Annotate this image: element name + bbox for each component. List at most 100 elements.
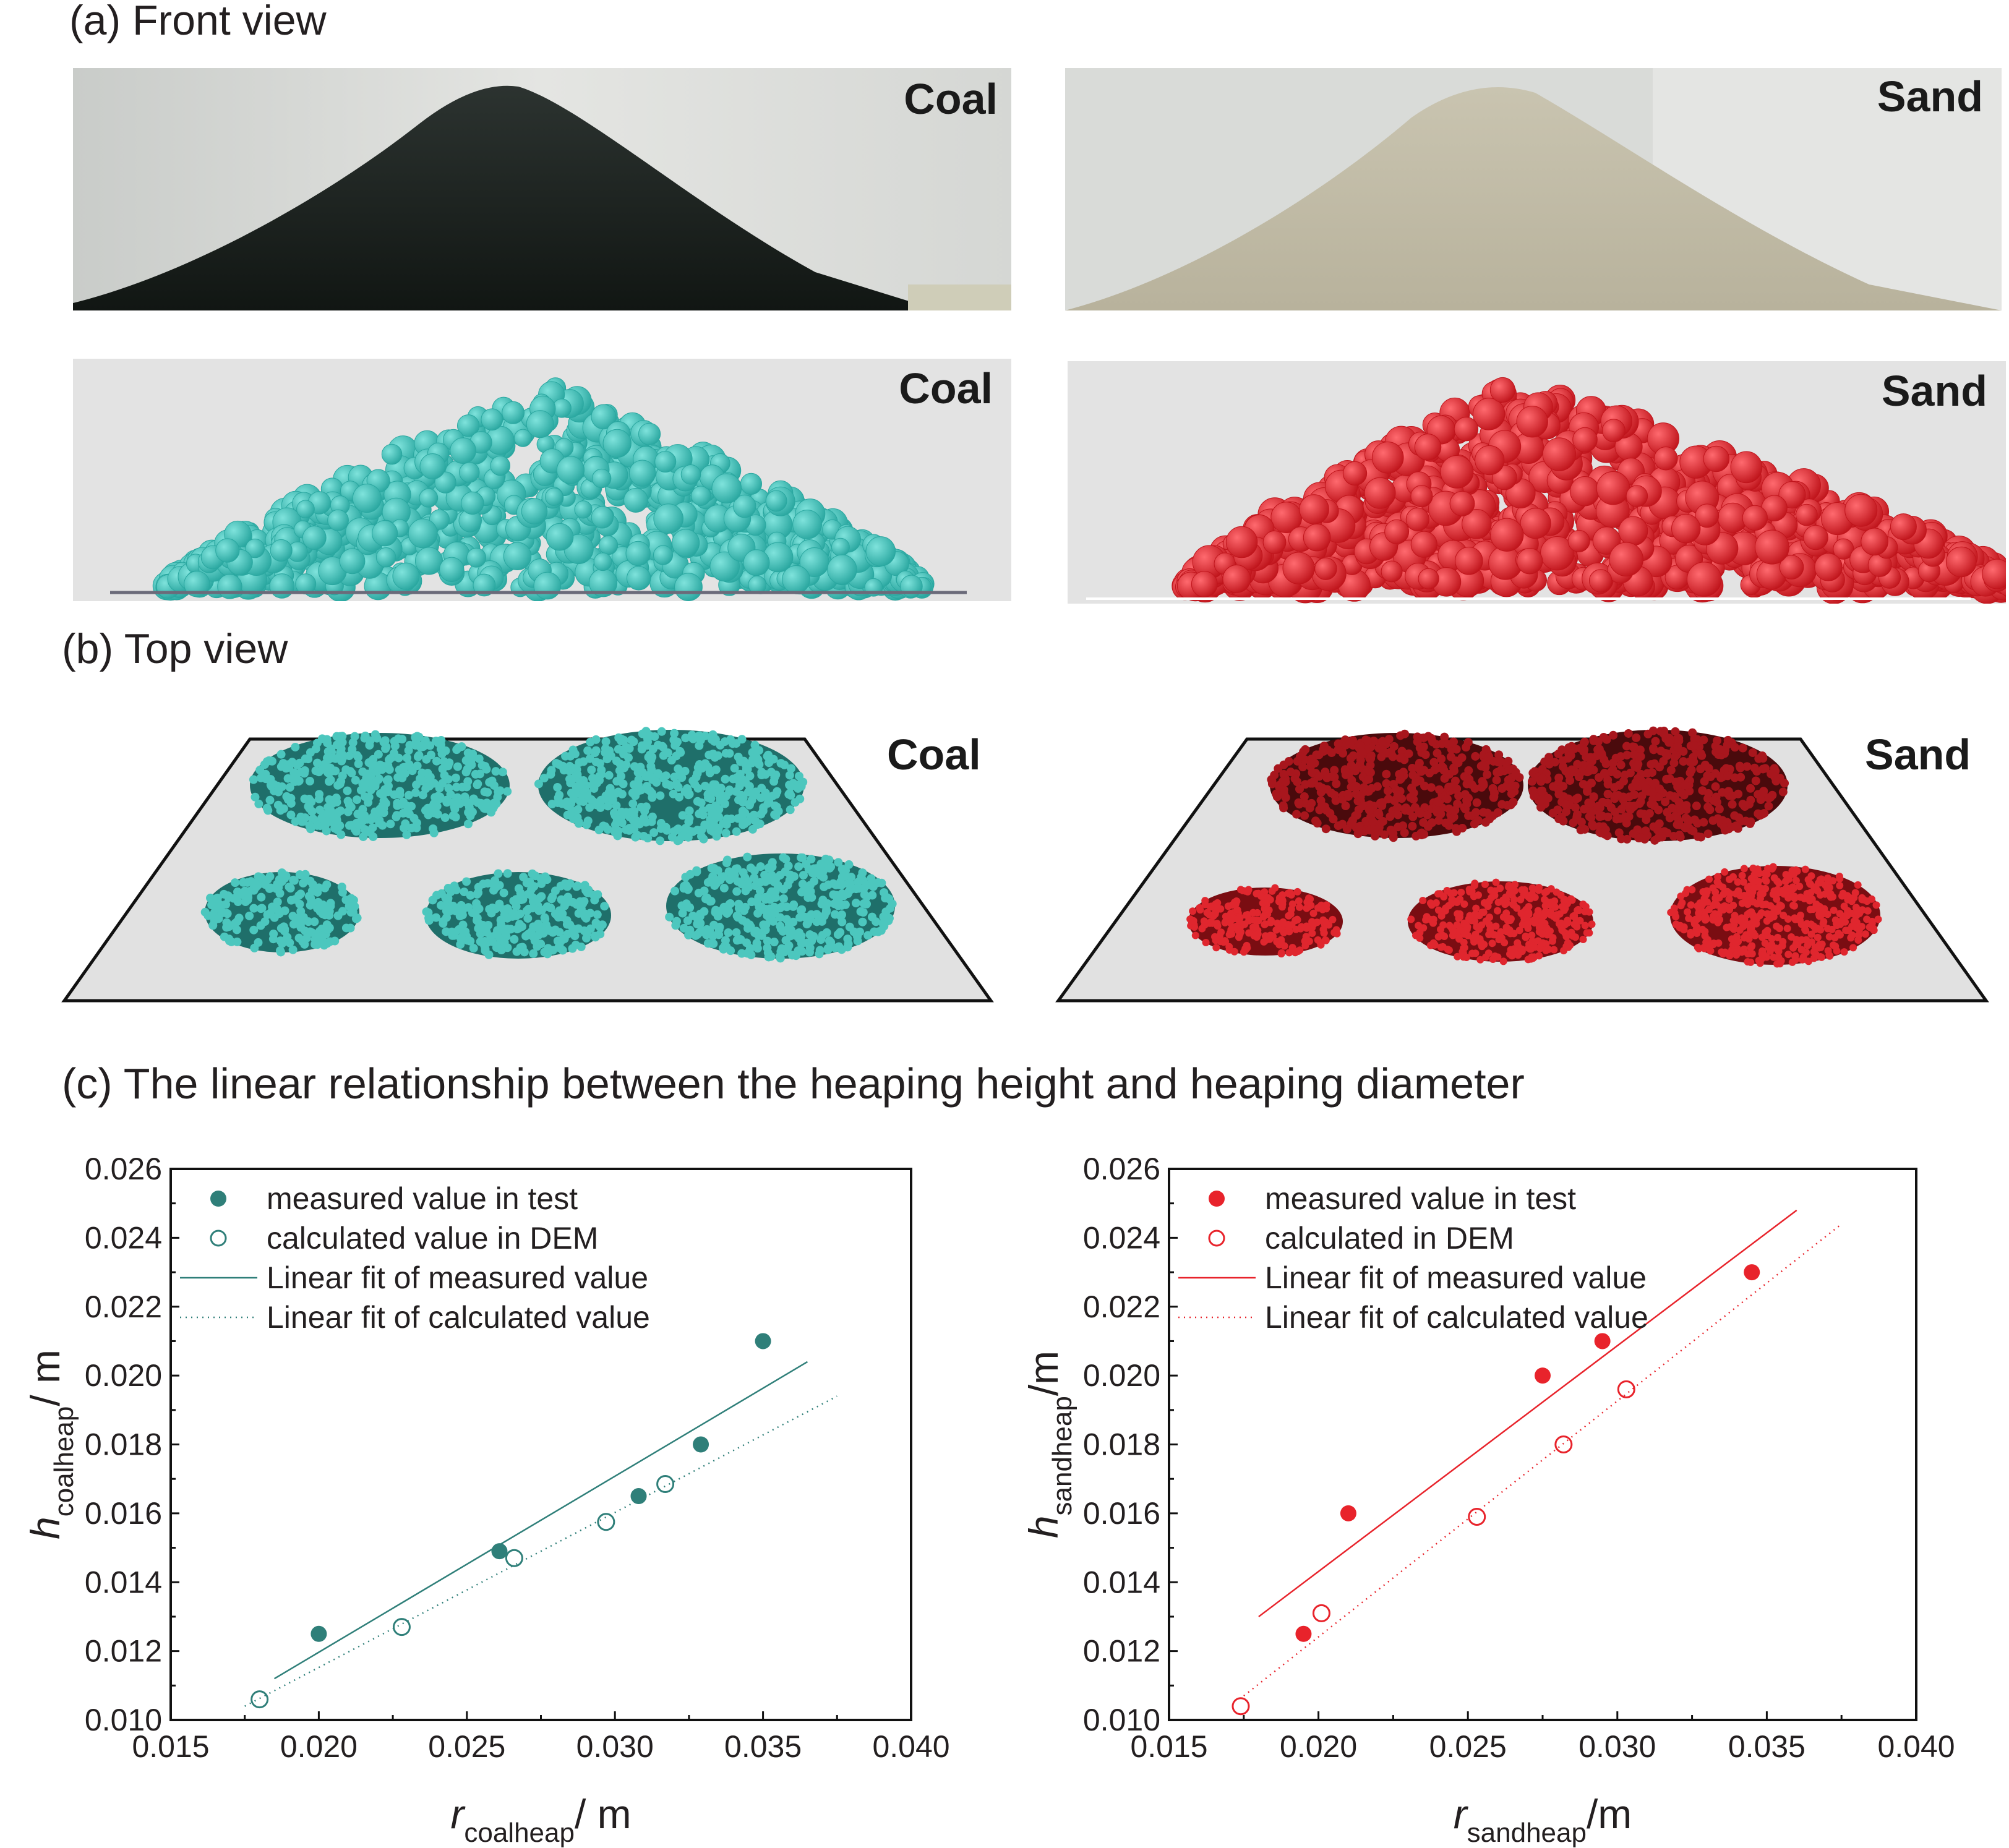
particle	[256, 921, 265, 930]
sand-photo: Sand	[1065, 68, 2002, 310]
particle	[1441, 932, 1449, 940]
particle	[1664, 738, 1674, 747]
particle	[1322, 901, 1330, 909]
particle	[1322, 936, 1330, 944]
particle	[643, 785, 653, 794]
particle	[1746, 784, 1755, 793]
particle	[453, 743, 463, 753]
particle	[583, 816, 593, 826]
particle	[662, 779, 671, 789]
particle	[1531, 919, 1539, 927]
particle	[753, 820, 762, 829]
particle	[859, 899, 868, 909]
particle	[786, 782, 795, 791]
particle	[1647, 759, 1656, 769]
particle	[1227, 913, 1235, 921]
particle	[1636, 833, 1645, 842]
particle	[1535, 928, 1543, 936]
particle	[1673, 820, 1682, 829]
particle	[1682, 801, 1691, 810]
particle	[208, 921, 218, 930]
particle	[706, 897, 715, 906]
particle	[1689, 826, 1698, 836]
particle	[1292, 810, 1301, 819]
particle	[525, 877, 534, 886]
particle	[825, 863, 834, 873]
particle	[437, 900, 446, 910]
particle	[721, 829, 730, 838]
particle	[783, 880, 792, 889]
particle	[600, 902, 609, 911]
particle	[822, 928, 831, 937]
particle	[591, 735, 601, 744]
particle	[447, 927, 456, 936]
particle	[1564, 754, 1573, 763]
particle	[1629, 790, 1638, 800]
particle	[1564, 918, 1572, 926]
particle	[587, 765, 596, 774]
particle	[1613, 769, 1622, 779]
particle	[1368, 817, 1377, 826]
particle	[721, 748, 730, 758]
particle	[629, 789, 638, 798]
particle	[1736, 763, 1745, 772]
particle	[756, 878, 765, 887]
particle	[463, 756, 472, 766]
particle	[1296, 946, 1304, 954]
particle	[708, 730, 718, 739]
particle	[1267, 917, 1275, 925]
particle	[540, 948, 549, 957]
particle	[378, 821, 387, 830]
particle	[1309, 909, 1317, 917]
particle	[694, 888, 703, 897]
particle	[1696, 749, 1705, 758]
particle	[442, 798, 452, 807]
particle	[590, 892, 599, 901]
particle	[432, 756, 441, 766]
particle	[1267, 779, 1277, 789]
particle	[716, 789, 725, 798]
particle	[473, 916, 482, 925]
particle	[1723, 740, 1732, 750]
particle	[510, 935, 519, 944]
particle	[1423, 822, 1433, 831]
particle	[1467, 780, 1476, 789]
particle	[1332, 926, 1340, 934]
particle	[825, 855, 834, 865]
particle	[1463, 738, 1473, 747]
particle	[829, 879, 838, 888]
particle	[1455, 926, 1463, 934]
particle	[1233, 924, 1241, 932]
particle	[1416, 809, 1425, 818]
particle	[537, 879, 546, 888]
particle	[214, 914, 223, 923]
particle	[336, 830, 346, 839]
particle	[474, 904, 484, 913]
particle	[379, 790, 388, 799]
particle	[448, 811, 458, 820]
particle	[1270, 771, 1279, 780]
particle	[1703, 771, 1712, 781]
particle	[452, 782, 461, 792]
particle	[737, 735, 747, 744]
particle	[1212, 944, 1220, 952]
particle	[755, 746, 764, 755]
particle	[867, 874, 876, 883]
particle	[386, 819, 395, 829]
particle	[732, 887, 742, 896]
particle	[414, 732, 424, 742]
particle	[1360, 783, 1369, 792]
particle	[790, 798, 800, 807]
particle	[1447, 782, 1456, 792]
particle	[343, 786, 352, 795]
particle	[836, 928, 845, 937]
particle	[1306, 759, 1316, 768]
particle	[1705, 805, 1715, 815]
particle	[333, 911, 343, 920]
particle	[481, 925, 490, 934]
particle	[1374, 808, 1383, 818]
particle	[1225, 946, 1233, 954]
particle	[667, 756, 676, 765]
particle	[440, 813, 450, 823]
particle	[743, 852, 752, 862]
